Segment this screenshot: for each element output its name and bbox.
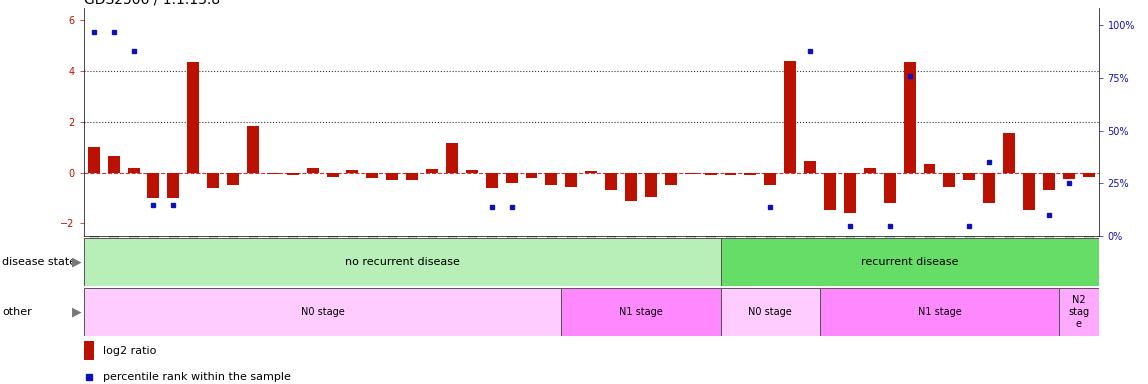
Bar [307,167,319,173]
Bar [963,173,976,180]
Bar [1058,288,1099,336]
Bar [526,173,537,178]
Bar [665,173,677,185]
Bar [585,171,597,173]
Text: disease state: disease state [2,257,77,267]
Bar [1023,173,1035,210]
Bar [247,126,259,173]
Text: N0 stage: N0 stage [301,307,344,317]
Bar [505,173,518,183]
Bar [765,173,776,185]
Bar [84,238,721,286]
Bar [207,173,219,188]
Bar [545,173,558,185]
Bar [721,288,820,336]
Bar [466,170,478,173]
Text: N2
stag
e: N2 stag e [1068,295,1089,329]
Text: percentile rank within the sample: percentile rank within the sample [103,372,290,382]
Bar [863,167,876,173]
Bar [784,61,797,173]
Bar [561,288,721,336]
Bar [486,173,498,188]
Bar [605,173,618,190]
Text: log2 ratio: log2 ratio [103,346,156,356]
Text: GDS2506 / 1.1.13.8: GDS2506 / 1.1.13.8 [84,0,220,7]
Bar [87,147,100,173]
Bar [326,173,339,177]
Bar [705,173,716,175]
Bar [824,173,836,210]
Bar [287,173,298,175]
Bar [366,173,379,178]
Bar [147,173,160,198]
Bar [983,173,995,203]
Text: other: other [2,307,32,317]
Bar [426,169,439,173]
Bar [84,341,94,360]
Bar [386,173,398,180]
Bar [187,62,200,173]
Bar [266,173,279,174]
Text: N1 stage: N1 stage [917,307,961,317]
Bar [724,173,737,175]
Text: recurrent disease: recurrent disease [861,257,959,267]
Bar [844,173,856,214]
Bar [820,288,1058,336]
Bar [168,173,179,198]
Bar [625,173,637,200]
Bar [804,161,816,173]
Bar [108,156,119,173]
Bar [923,164,936,173]
Bar [903,62,916,173]
Text: N0 stage: N0 stage [748,307,792,317]
Bar [684,173,697,174]
Text: ▶: ▶ [72,306,82,318]
Bar [84,288,561,336]
Bar [445,144,458,173]
Bar [565,173,577,187]
Text: ▶: ▶ [72,256,82,268]
Bar [721,238,1099,286]
Bar [944,173,955,187]
Text: N1 stage: N1 stage [619,307,662,317]
Bar [1083,173,1095,177]
Bar [1063,173,1075,179]
Bar [645,173,657,197]
Bar [127,167,140,173]
Bar [744,173,757,175]
Bar [406,173,418,180]
Text: no recurrent disease: no recurrent disease [344,257,459,267]
Bar [1003,133,1015,173]
Bar [347,170,358,173]
Bar [1042,173,1055,190]
Bar [884,173,895,203]
Bar [227,173,239,185]
